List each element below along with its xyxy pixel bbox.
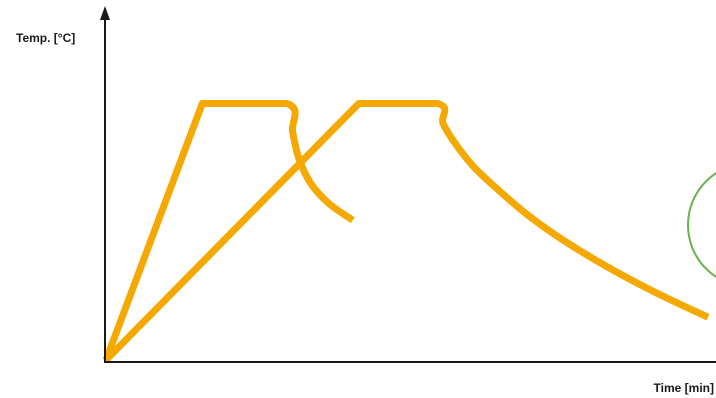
y-axis-arrow (100, 6, 110, 20)
series-line-2 (103, 100, 710, 363)
y-axis-label: Temp. [°C] (16, 31, 75, 45)
series-line-1 (102, 100, 355, 362)
curve-layer (102, 100, 710, 363)
highlight-circle (687, 171, 716, 279)
x-axis-label: Time [min] (654, 381, 714, 395)
